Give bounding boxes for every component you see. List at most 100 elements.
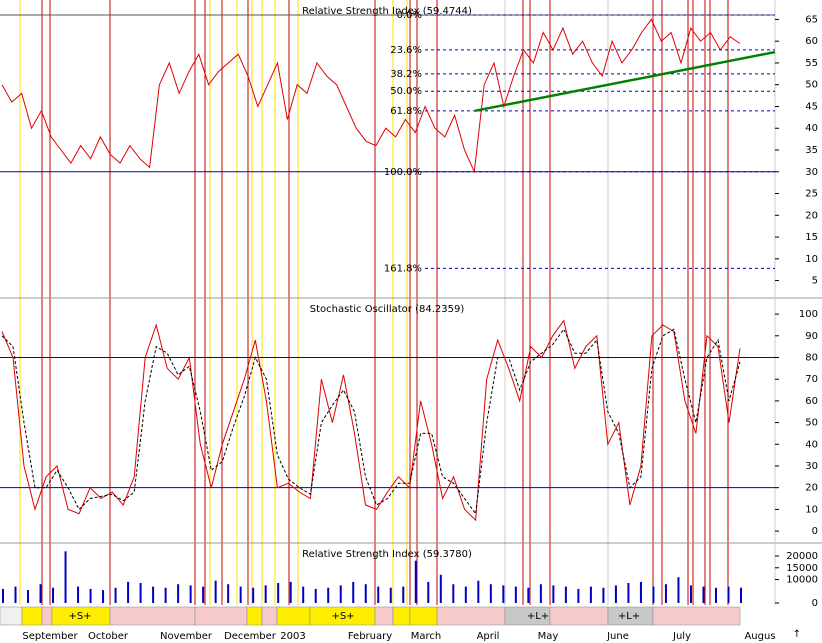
volume-bar [302,586,305,604]
y-tick-label: 25 [805,189,818,200]
volume-bar [164,587,167,604]
volume-bar [677,577,680,604]
volume-bar [414,560,417,604]
fib-label: 23.6% [390,45,422,56]
y-tick-label: 10 [805,504,818,515]
series-line [1,319,741,522]
y-tick-label: 40 [805,439,818,450]
volume-bar [364,584,367,604]
y-tick-label: 90 [805,331,818,342]
signal-segment [194,606,248,626]
volume-bar [402,586,405,604]
volume-bar [152,586,155,604]
month-label: April [477,631,500,642]
y-tick-label: 70 [805,374,818,385]
event-lines [19,0,729,605]
volume-bar [314,588,317,604]
volume-bar [327,587,330,604]
signal-segment [0,606,23,626]
y-tick-label: 80 [805,352,818,363]
volume-bar [202,586,205,604]
signal-label: +S+ [68,611,91,622]
volume-bar [464,586,467,604]
volume-bar [527,587,530,604]
y-tick-label: 15 [805,232,818,243]
y-tick-label: 20 [805,210,818,221]
volume-bar [452,584,455,604]
volume-bar [214,580,217,604]
volume-bar [14,586,17,604]
volume-bar [577,588,580,604]
y-tick-label: 60 [805,396,818,407]
signal-segment [276,606,311,626]
y-tick-label: 35 [805,145,818,156]
y-tick-label: 45 [805,101,818,112]
series-line [1,18,741,174]
month-label: June [606,631,629,642]
volume-bar [602,587,605,604]
volume-bar [740,587,742,604]
month-label: November [160,631,213,642]
y-tick-label: 15000 [786,563,818,574]
volume-bar [277,583,280,604]
fib-label: 0.0% [397,10,422,21]
signal-segment [21,606,43,626]
volume-bar [127,581,130,604]
y-tick-label: 50 [805,418,818,429]
y-tick-label: 20000 [786,551,818,562]
volume-bar [477,580,480,604]
y-tick-label: 10 [805,254,818,265]
signal-segment [409,606,438,626]
y-tick-label: 65 [805,14,818,25]
signal-segment [109,606,196,626]
y-tick-label: 100 [799,309,818,320]
volume-bar [702,586,705,604]
series-line [1,328,741,516]
nav-arrow: ↑ [793,629,801,640]
volume-bar [589,586,592,604]
volume-bar [652,586,655,604]
y-tick-label: 0 [812,598,818,609]
volume-bar [389,587,392,604]
volume-bar [514,586,517,604]
month-label: September [22,631,78,642]
panel-title: Relative Strength Index (59.3780) [302,549,472,560]
month-label: May [538,631,559,642]
volume-bar [227,584,230,604]
volume-bar [27,590,30,604]
month-label: December [224,631,277,642]
y-tick-label: 30 [805,461,818,472]
fib-label: 38.2% [390,69,422,80]
signal-label: +L+ [527,611,549,622]
fib-label: 50.0% [390,86,422,97]
volume-bar [89,588,92,604]
y-tick-label: 40 [805,123,818,134]
trendline [474,50,776,113]
volume-bar [639,581,642,604]
volume-bar [502,585,505,604]
volume-bar [489,584,492,604]
signal-segment [261,606,278,626]
volume-bar [714,587,717,604]
volume-bar [189,585,192,604]
signal-segment [549,606,609,626]
volume-bar [239,586,242,604]
signal-label: +S+ [331,611,354,622]
signal-segment [392,606,411,626]
y-tick-label: 5 [812,276,818,287]
fib-label: 61.8% [390,106,422,117]
y-tick-label: 0 [812,526,818,537]
month-label: March [411,631,441,642]
panel-title: Relative Strength Index (59.4744) [302,6,472,17]
volume-bar [102,590,105,604]
volume-bar [339,585,342,604]
volume-bar [177,584,180,604]
volume-bar [114,587,117,604]
volume-bar [439,574,442,604]
fib-label: 161.8% [384,263,422,274]
volume-bar [289,581,292,604]
signal-segment [374,606,394,626]
y-tick-label: 55 [805,58,818,69]
volume-bar [614,585,617,604]
